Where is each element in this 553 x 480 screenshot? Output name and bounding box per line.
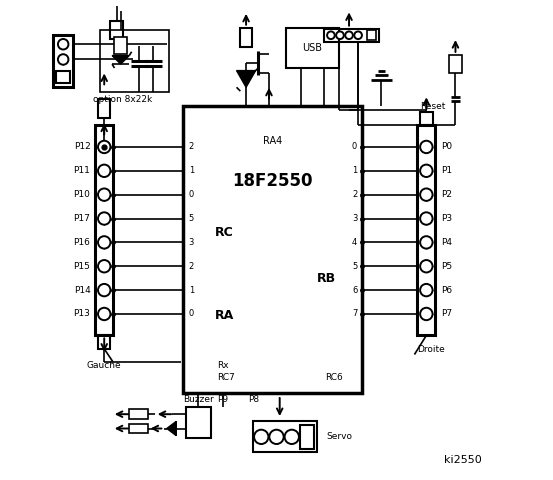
Bar <box>324 29 379 42</box>
Circle shape <box>420 189 432 201</box>
Circle shape <box>58 39 69 49</box>
Circle shape <box>285 430 299 444</box>
Text: P7: P7 <box>441 310 452 318</box>
Text: RA: RA <box>215 309 234 322</box>
Text: Rx: Rx <box>217 360 228 370</box>
Text: 1: 1 <box>189 286 194 295</box>
Bar <box>420 112 432 125</box>
Text: P17: P17 <box>74 214 90 223</box>
Bar <box>286 28 338 68</box>
Text: P2: P2 <box>441 190 452 199</box>
Bar <box>300 425 314 448</box>
Text: 3: 3 <box>189 238 194 247</box>
Polygon shape <box>112 56 129 64</box>
Text: RA4: RA4 <box>263 136 283 146</box>
Text: P9: P9 <box>217 396 228 404</box>
Circle shape <box>420 308 432 320</box>
Bar <box>53 35 73 87</box>
Text: P10: P10 <box>74 190 90 199</box>
Text: Gauche: Gauche <box>87 360 122 370</box>
Bar <box>240 28 252 47</box>
Circle shape <box>420 212 432 225</box>
Text: RC: RC <box>215 226 233 239</box>
Text: P8: P8 <box>248 396 259 404</box>
Text: 7: 7 <box>352 310 357 318</box>
Text: 2: 2 <box>189 143 194 152</box>
Circle shape <box>354 32 362 39</box>
Polygon shape <box>167 421 176 436</box>
Text: Buzzer: Buzzer <box>183 396 213 404</box>
Text: P13: P13 <box>74 310 90 318</box>
Text: P15: P15 <box>74 262 90 271</box>
Circle shape <box>98 141 111 153</box>
Text: P12: P12 <box>74 143 90 152</box>
Text: 0: 0 <box>189 310 194 318</box>
Circle shape <box>420 141 432 153</box>
Text: P14: P14 <box>74 286 90 295</box>
Circle shape <box>98 189 111 201</box>
Bar <box>111 21 123 39</box>
Polygon shape <box>237 71 255 87</box>
Bar <box>449 55 462 73</box>
Text: P3: P3 <box>441 214 452 223</box>
Circle shape <box>98 212 111 225</box>
Text: 1: 1 <box>189 166 194 175</box>
Bar <box>56 71 70 84</box>
Text: 6: 6 <box>352 286 357 295</box>
Text: Servo: Servo <box>327 432 353 441</box>
Bar <box>253 421 317 452</box>
Text: USB: USB <box>302 43 322 53</box>
Text: Droite: Droite <box>418 345 445 354</box>
Text: 2: 2 <box>352 190 357 199</box>
Circle shape <box>58 54 69 65</box>
Circle shape <box>98 308 111 320</box>
Bar <box>98 99 111 118</box>
Text: RB: RB <box>317 272 336 285</box>
Text: 2: 2 <box>189 262 194 271</box>
Bar <box>100 30 169 92</box>
Text: P4: P4 <box>441 238 452 247</box>
Circle shape <box>327 32 335 39</box>
Circle shape <box>98 236 111 249</box>
Bar <box>95 125 113 336</box>
Circle shape <box>420 260 432 273</box>
Text: P5: P5 <box>441 262 452 271</box>
Text: option 8x22k: option 8x22k <box>93 95 152 104</box>
Text: Reset: Reset <box>420 102 446 111</box>
Text: 1: 1 <box>352 166 357 175</box>
Circle shape <box>269 430 284 444</box>
Circle shape <box>98 165 111 177</box>
Text: P0: P0 <box>441 143 452 152</box>
Bar <box>184 107 362 393</box>
Circle shape <box>98 284 111 296</box>
Bar <box>186 407 211 438</box>
Text: ki2550: ki2550 <box>444 455 482 465</box>
Circle shape <box>254 430 268 444</box>
Bar <box>418 125 435 336</box>
Circle shape <box>98 260 111 273</box>
Text: 5: 5 <box>352 262 357 271</box>
Text: 18F2550: 18F2550 <box>233 172 313 190</box>
Text: P16: P16 <box>74 238 90 247</box>
Text: 0: 0 <box>352 143 357 152</box>
Circle shape <box>336 32 344 39</box>
Bar <box>114 37 127 54</box>
Text: P6: P6 <box>441 286 452 295</box>
Bar <box>128 409 148 419</box>
Text: P1: P1 <box>441 166 452 175</box>
Bar <box>98 336 111 349</box>
Text: 0: 0 <box>189 190 194 199</box>
Circle shape <box>420 165 432 177</box>
Text: RC7: RC7 <box>217 373 234 382</box>
Bar <box>367 31 375 40</box>
Bar <box>128 424 148 433</box>
Circle shape <box>420 284 432 296</box>
Text: 3: 3 <box>352 214 357 223</box>
Text: 5: 5 <box>189 214 194 223</box>
Text: 4: 4 <box>352 238 357 247</box>
Circle shape <box>345 32 353 39</box>
Text: P11: P11 <box>74 166 90 175</box>
Text: RC6: RC6 <box>326 373 343 382</box>
Circle shape <box>420 236 432 249</box>
